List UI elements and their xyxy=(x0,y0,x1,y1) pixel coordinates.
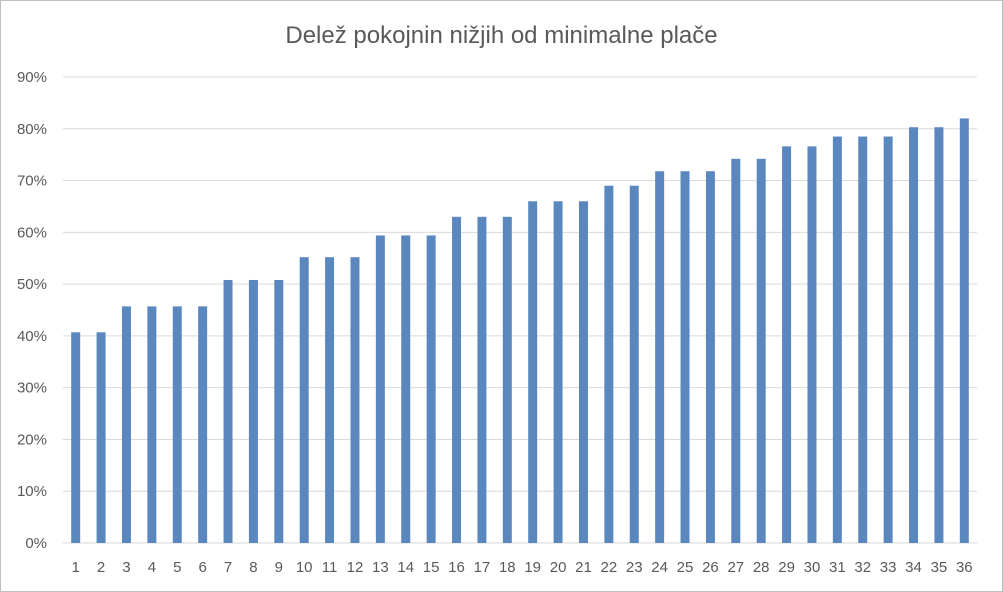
x-tick-label: 27 xyxy=(727,559,744,576)
x-tick-label: 30 xyxy=(804,559,821,576)
x-tick-label: 12 xyxy=(347,559,364,576)
bar-1 xyxy=(71,332,81,543)
x-tick-label: 25 xyxy=(677,559,694,576)
bar-30 xyxy=(807,146,817,543)
y-tick-label: 50% xyxy=(17,276,47,293)
y-tick-label: 30% xyxy=(17,380,47,397)
bar-7 xyxy=(223,279,233,543)
x-tick-label: 28 xyxy=(753,559,770,576)
y-axis-ticks: 0% 10% 20% 30% 40% 50% 60% 70% 80% 90% xyxy=(17,69,47,552)
y-tick-label: 40% xyxy=(17,328,47,345)
x-tick-label: 17 xyxy=(474,559,491,576)
chart-title: Delež pokojnin nižjih od minimalne plače xyxy=(285,22,718,49)
bar-13 xyxy=(375,235,385,543)
bar-6 xyxy=(198,306,208,543)
x-axis-ticks: 1 2 3 4 5 6 7 8 9 10 11 12 13 14 15 16 17 18 19 20 21 22 23 24 2… xyxy=(72,559,973,576)
bar-4 xyxy=(147,306,157,543)
x-tick-label: 6 xyxy=(198,559,206,576)
x-tick-label: 26 xyxy=(702,559,719,576)
bar-26 xyxy=(705,171,715,544)
bar-23 xyxy=(629,185,639,544)
y-tick-label: 60% xyxy=(17,224,47,241)
x-tick-label: 9 xyxy=(275,559,283,576)
x-tick-label: 35 xyxy=(931,559,948,576)
bar-3 xyxy=(121,306,131,543)
bar-34 xyxy=(909,127,919,543)
y-tick-label: 20% xyxy=(17,431,47,448)
x-tick-label: 15 xyxy=(423,559,440,576)
bar-10 xyxy=(299,257,309,543)
x-tick-label: 36 xyxy=(956,559,973,576)
x-tick-label: 8 xyxy=(249,559,257,576)
x-tick-label: 21 xyxy=(575,559,592,576)
bar-25 xyxy=(680,171,690,544)
x-tick-label: 22 xyxy=(601,559,618,576)
bar-16 xyxy=(452,216,462,544)
bar-17 xyxy=(477,216,487,544)
x-tick-label: 11 xyxy=(322,559,338,576)
x-tick-label: 14 xyxy=(397,559,414,576)
x-tick-label: 23 xyxy=(626,559,643,576)
x-tick-label: 4 xyxy=(148,559,156,576)
x-tick-label: 16 xyxy=(448,559,465,576)
bar-9 xyxy=(274,279,284,543)
bar-28 xyxy=(756,158,766,543)
bars xyxy=(71,118,969,544)
bar-19 xyxy=(528,201,538,543)
bar-15 xyxy=(426,235,436,543)
x-tick-label: 2 xyxy=(97,559,105,576)
bar-29 xyxy=(782,146,792,543)
bar-31 xyxy=(832,136,842,544)
x-tick-label: 31 xyxy=(829,559,846,576)
x-tick-label: 10 xyxy=(296,559,313,576)
x-tick-label: 24 xyxy=(651,559,668,576)
x-tick-label: 13 xyxy=(372,559,389,576)
bar-2 xyxy=(96,332,106,543)
y-tick-label: 80% xyxy=(17,121,47,138)
x-tick-label: 18 xyxy=(499,559,516,576)
x-tick-label: 20 xyxy=(550,559,567,576)
bar-20 xyxy=(553,201,563,543)
bar-22 xyxy=(604,185,614,544)
y-tick-label: 0% xyxy=(25,535,47,552)
x-tick-label: 29 xyxy=(778,559,795,576)
bar-11 xyxy=(325,257,335,543)
x-tick-label: 1 xyxy=(72,559,80,576)
x-tick-label: 7 xyxy=(224,559,232,576)
y-tick-label: 10% xyxy=(17,483,47,500)
bar-35 xyxy=(934,127,944,543)
bar-33 xyxy=(883,136,893,544)
x-tick-label: 5 xyxy=(173,559,181,576)
bar-24 xyxy=(655,171,665,544)
bar-14 xyxy=(401,235,411,543)
y-tick-label: 90% xyxy=(17,69,47,86)
x-tick-label: 32 xyxy=(854,559,871,576)
x-tick-label: 19 xyxy=(524,559,541,576)
bar-21 xyxy=(578,201,588,543)
x-tick-label: 34 xyxy=(905,559,922,576)
gridlines xyxy=(63,76,977,544)
y-tick-label: 70% xyxy=(17,173,47,190)
bar-12 xyxy=(350,257,360,543)
x-tick-label: 33 xyxy=(880,559,897,576)
x-tick-label: 3 xyxy=(122,559,130,576)
bar-27 xyxy=(731,158,741,543)
bar-5 xyxy=(172,306,182,543)
bar-8 xyxy=(248,279,258,543)
bar-32 xyxy=(858,136,868,544)
bar-18 xyxy=(502,216,512,544)
bar-36 xyxy=(959,118,969,544)
